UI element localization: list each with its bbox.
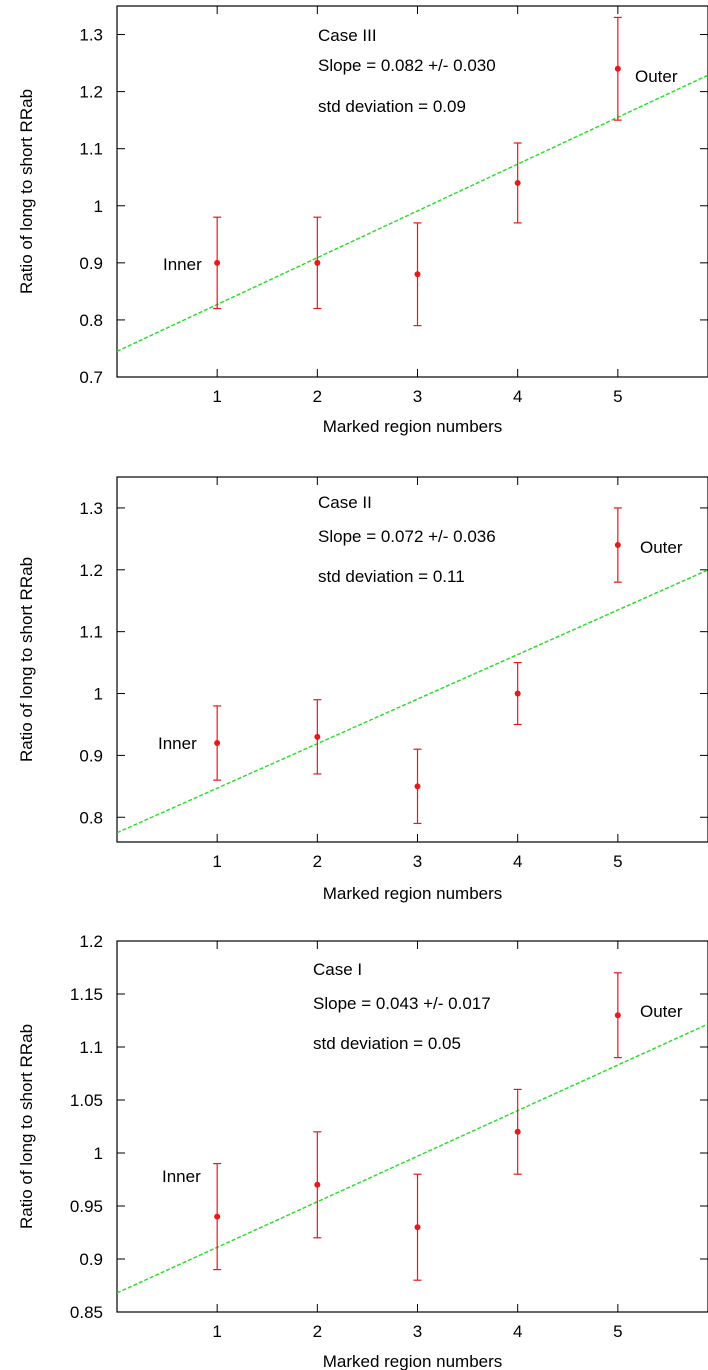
data-point-2: [313, 216, 322, 310]
slope-annotation: Slope = 0.072 +/- 0.036: [318, 527, 496, 546]
y-tick-label: 0.8: [79, 808, 103, 827]
x-tick-label: 5: [613, 852, 622, 871]
fit-line: [117, 1023, 708, 1294]
x-tick-label: 4: [513, 387, 522, 406]
data-point-1: [213, 216, 222, 310]
chart-panel-2: 0.8 0.9 1 1.1 1.2 1.3 1 2 3 4 5 Marked region numbe…: [17, 476, 708, 903]
x-tick-label: 3: [413, 387, 422, 406]
data-point-3: [413, 222, 422, 327]
y-tick-label: 1.1: [79, 1038, 103, 1057]
fit-line: [117, 569, 708, 834]
y-tick-label: 1.1: [79, 623, 103, 642]
x-tick-label: 2: [313, 852, 322, 871]
point-marker: [514, 179, 521, 186]
x-tick-label: 2: [313, 1322, 322, 1341]
y-tick-label: 1.05: [70, 1091, 103, 1110]
outer-label: Outer: [635, 67, 678, 86]
y-tick-label: 0.9: [79, 746, 103, 765]
slope-annotation: Slope = 0.082 +/- 0.030: [318, 56, 496, 75]
plot-frame: [116, 940, 708, 1313]
y-tick-label: 1: [94, 685, 103, 704]
x-tick-label: 5: [613, 387, 622, 406]
data-point-5: [613, 972, 622, 1059]
data-point-2: [313, 699, 322, 775]
outer-label: Outer: [640, 538, 683, 557]
x-tick-label: 3: [413, 1322, 422, 1341]
fit-line: [117, 74, 708, 352]
point-marker: [314, 259, 321, 266]
y-tick-label: 1.2: [79, 932, 103, 951]
y-tick-label: 0.9: [79, 1250, 103, 1269]
point-marker: [614, 542, 621, 549]
y-tick-label: 0.9: [79, 254, 103, 273]
std-deviation-annotation: std deviation = 0.09: [318, 97, 466, 116]
point-marker: [414, 1224, 421, 1231]
data-point-1: [213, 705, 222, 781]
y-tick-label: 1: [94, 197, 103, 216]
x-tick-label: 3: [413, 852, 422, 871]
data-point-5: [613, 16, 622, 121]
data-point-3: [413, 1173, 422, 1281]
x-axis-label: Marked region numbers: [323, 1352, 503, 1370]
y-axis-label: Ratio of long to short RRab: [17, 1024, 36, 1229]
point-marker: [514, 690, 521, 697]
x-tick-label: 1: [212, 1322, 221, 1341]
y-tick-label: 0.7: [79, 368, 103, 387]
point-marker: [614, 65, 621, 72]
x-tick-label: 4: [513, 1322, 522, 1341]
y-tick-label: 1.1: [79, 140, 103, 159]
point-marker: [314, 733, 321, 740]
y-tick-label: 1.2: [79, 83, 103, 102]
data-point-4: [513, 142, 522, 224]
x-tick-label: 4: [513, 852, 522, 871]
y-axis-label: Ratio of long to short RRab: [17, 89, 36, 294]
data-point-1: [213, 1162, 222, 1271]
std-deviation-annotation: std deviation = 0.05: [313, 1034, 461, 1053]
data-point-4: [513, 661, 522, 726]
data-point-2: [313, 1131, 322, 1239]
plot-frame: [116, 5, 708, 378]
y-tick-label: 1.2: [79, 561, 103, 580]
slope-annotation: Slope = 0.043 +/- 0.017: [313, 994, 491, 1013]
y-tick-label: 1: [94, 1144, 103, 1163]
point-marker: [214, 740, 221, 747]
x-tick-label: 2: [313, 387, 322, 406]
point-marker: [314, 1181, 321, 1188]
point-marker: [414, 783, 421, 790]
case-annotation: Case III: [318, 26, 377, 45]
x-tick-label: 1: [212, 852, 221, 871]
y-tick-label: 1.3: [79, 499, 103, 518]
y-axis-label: Ratio of long to short RRab: [17, 557, 36, 762]
point-marker: [214, 259, 221, 266]
case-annotation: Case II: [318, 493, 372, 512]
point-marker: [414, 271, 421, 278]
x-axis-label: Marked region numbers: [323, 417, 503, 436]
y-tick-label: 0.85: [70, 1303, 103, 1322]
y-tick-label: 0.95: [70, 1197, 103, 1216]
y-tick-label: 0.8: [79, 311, 103, 330]
y-tick-label: 1.3: [79, 26, 103, 45]
std-deviation-annotation: std deviation = 0.11: [318, 567, 465, 586]
point-marker: [514, 1128, 521, 1135]
x-axis-label: Marked region numbers: [323, 884, 503, 903]
point-marker: [614, 1012, 621, 1019]
case-annotation: Case I: [313, 960, 362, 979]
y-tick-label: 1.15: [70, 985, 103, 1004]
data-point-3: [413, 748, 422, 825]
chart-panel-3: 0.85 0.9 0.95 1 1.05 1.1 1.15 1.2 1 2 3 4 5 Marked re…: [17, 932, 708, 1370]
point-marker: [214, 1213, 221, 1220]
inner-label: Inner: [163, 255, 202, 274]
data-point-5: [613, 507, 622, 583]
x-tick-label: 5: [613, 1322, 622, 1341]
inner-label: Inner: [158, 734, 197, 753]
x-tick-label: 1: [212, 387, 221, 406]
plot-frame: [116, 476, 708, 843]
inner-label: Inner: [162, 1167, 201, 1186]
outer-label: Outer: [640, 1002, 683, 1021]
data-point-4: [513, 1088, 522, 1175]
chart-panel-1: 0.7 0.8 0.9 1 1.1 1.2 1.3 1 2 3 4 5 Marked region nu…: [17, 5, 708, 436]
